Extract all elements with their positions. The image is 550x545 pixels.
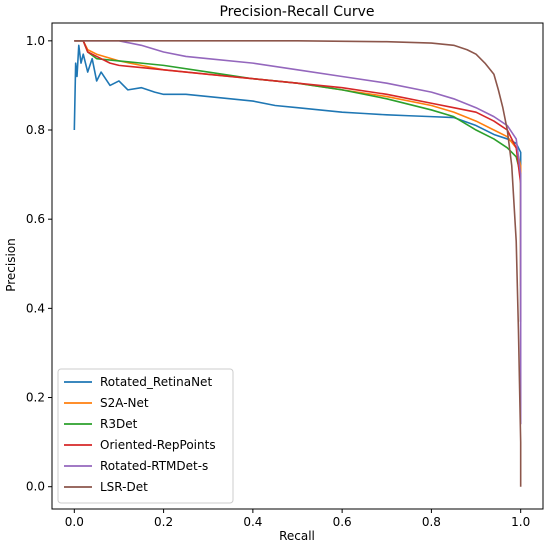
- x-tick-label: 0.0: [65, 515, 84, 529]
- legend-label-3: Oriented-RepPoints: [100, 438, 216, 452]
- legend: Rotated_RetinaNet S2A-Net R3Det Oriented-Re…: [57, 368, 234, 504]
- series-layer: [73, 40, 522, 487]
- legend-box: [57, 368, 234, 504]
- y-tick-label: 0.2: [26, 391, 45, 405]
- x-tick-label: 1.0: [511, 515, 530, 529]
- legend-label-2: R3Det: [100, 417, 138, 431]
- x-tick-label: 0.6: [333, 515, 352, 529]
- y-tick-label: 0.6: [26, 212, 45, 226]
- x-tick-label: 0.2: [154, 515, 173, 529]
- legend-label-1: S2A-Net: [100, 396, 149, 410]
- series-line-4: [74, 40, 522, 425]
- series-line-3: [74, 40, 522, 322]
- x-axis-label: Recall: [279, 529, 315, 543]
- x-tick-label: 0.4: [243, 515, 262, 529]
- y-axis-label: Precision: [4, 238, 18, 292]
- series-line-1: [74, 40, 522, 287]
- plot-frame: [51, 22, 544, 510]
- legend-label-5: LSR-Det: [100, 480, 148, 494]
- ticks-layer: 0.0 0.2 0.4 0.6 0.8 1.0 0.0 0.2 0.4 0.6 0.8 1.0: [26, 34, 530, 529]
- y-tick-label: 1.0: [26, 34, 45, 48]
- chart-title: Precision-Recall Curve: [219, 4, 374, 20]
- y-tick-label: 0.4: [26, 301, 45, 315]
- x-tick-label: 0.8: [422, 515, 441, 529]
- legend-label-4: Rotated-RTMDet-s: [100, 459, 208, 473]
- legend-label-0: Rotated_RetinaNet: [100, 375, 212, 389]
- y-tick-label: 0.8: [26, 123, 45, 137]
- series-line-5: [74, 40, 522, 487]
- y-tick-label: 0.0: [26, 480, 45, 494]
